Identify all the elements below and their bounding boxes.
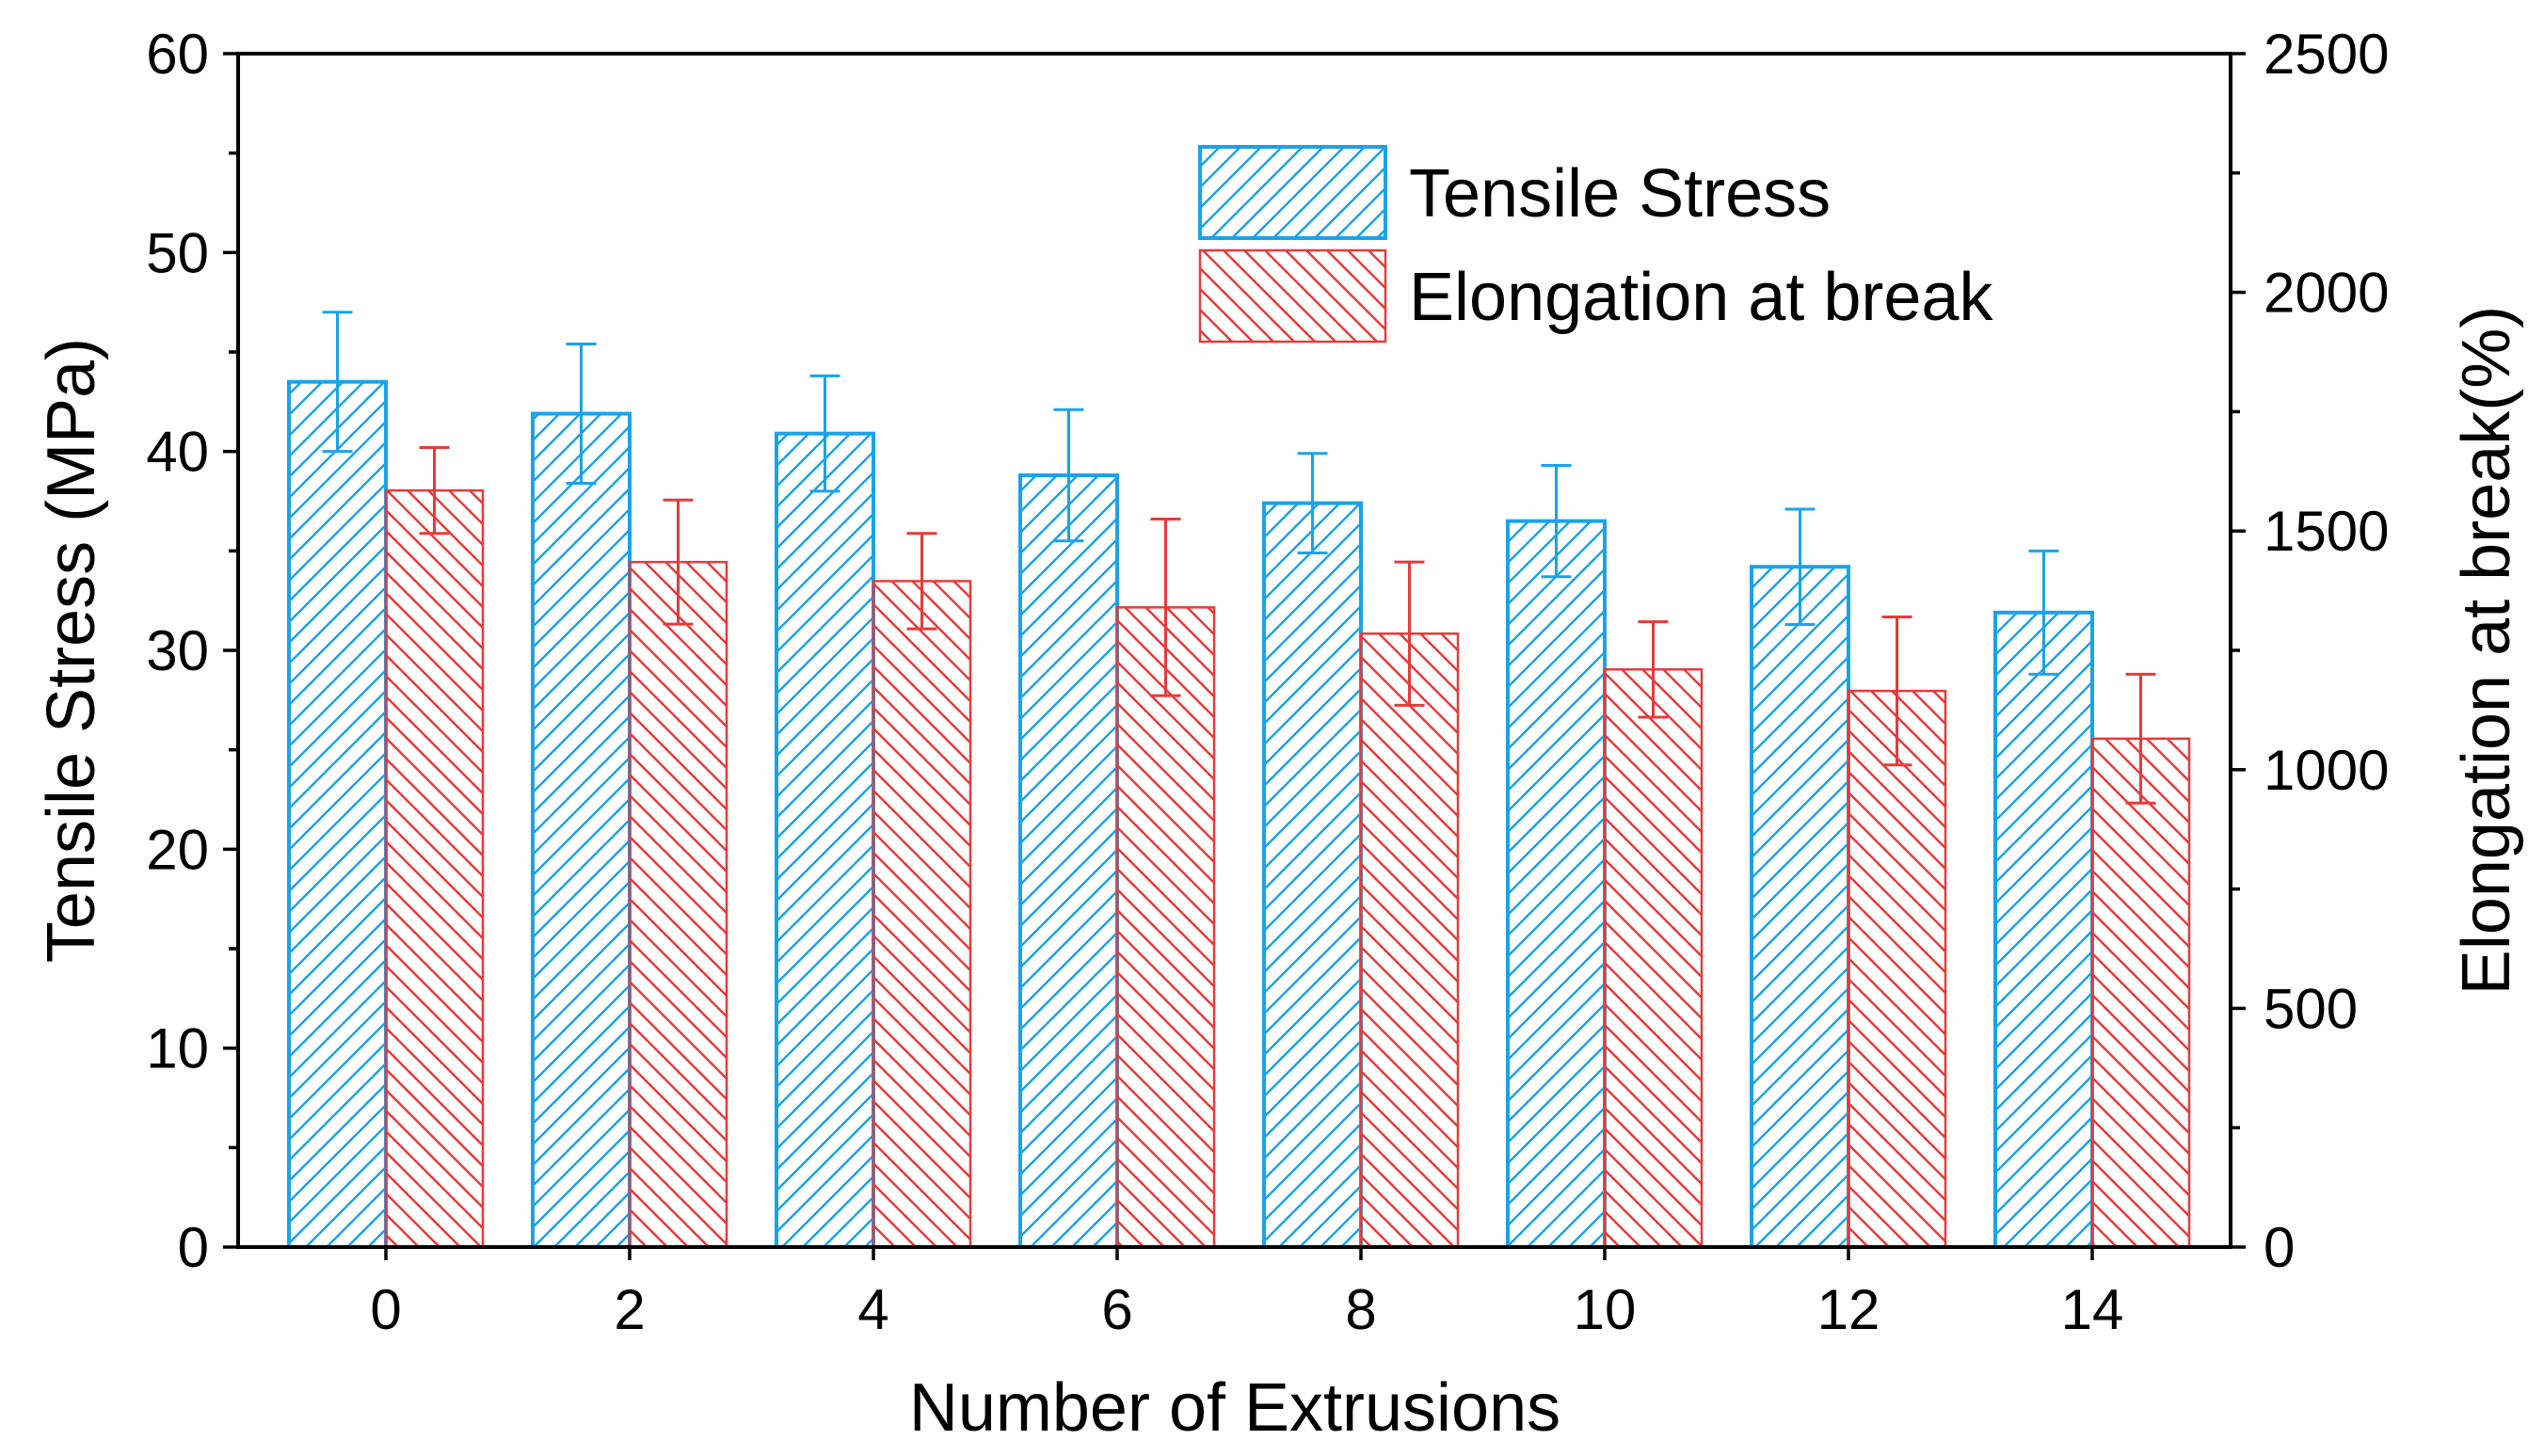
x-tick-label: 6 <box>1101 1278 1132 1341</box>
right-tick-label: 1000 <box>2264 739 2389 802</box>
x-tick-label: 14 <box>2061 1278 2124 1341</box>
bar-elongation <box>1603 668 1704 1249</box>
left-tick-label: 0 <box>178 1216 209 1279</box>
bar-elongation <box>872 580 972 1249</box>
legend: Tensile Stress Elongation at break <box>1198 145 1993 344</box>
right-tick-label: 2000 <box>2264 262 2389 325</box>
left-tick-label: 30 <box>146 619 209 682</box>
left-tick-label: 60 <box>146 23 209 86</box>
legend-label-tensile: Tensile Stress <box>1409 156 1831 232</box>
bar-tensile-stress <box>1018 473 1119 1249</box>
left-axis-title: Tensile Stress (MPa) <box>34 338 109 963</box>
bar-tensile-stress <box>531 411 632 1250</box>
bar-elongation <box>384 488 485 1249</box>
left-tick-label: 50 <box>146 221 209 284</box>
bar-elongation <box>1847 689 1947 1249</box>
left-tick-labels: 0 10 20 30 40 50 60 <box>146 23 209 1279</box>
left-tick-label: 10 <box>146 1017 209 1080</box>
x-tick-label: 8 <box>1345 1278 1376 1341</box>
ticks-layer <box>223 52 2246 1260</box>
bar-elongation <box>1115 606 1216 1249</box>
bar-elongation <box>2090 737 2191 1249</box>
bar-tensile-stress <box>775 431 875 1249</box>
bar-elongation <box>1359 632 1460 1249</box>
x-tick-label: 2 <box>614 1278 645 1341</box>
bars-layer <box>287 311 2191 1250</box>
x-tick-label: 4 <box>857 1278 888 1341</box>
legend-swatch-tensile <box>1198 145 1387 240</box>
right-tick-label: 1500 <box>2264 500 2389 563</box>
x-axis-title: Number of Extrusions <box>909 1370 1560 1446</box>
right-tick-label: 0 <box>2264 1216 2295 1279</box>
bar-tensile-stress <box>1506 519 1607 1249</box>
bar-tensile-stress <box>1750 565 1850 1249</box>
x-tick-labels: 0 2 4 6 8 10 12 14 <box>370 1278 2123 1341</box>
x-tick-label: 0 <box>370 1278 401 1341</box>
bar-tensile-stress <box>1993 610 2094 1249</box>
right-axis-title: Elongation at break(%) <box>2449 306 2524 995</box>
right-tick-label: 500 <box>2264 977 2358 1040</box>
x-tick-label: 10 <box>1574 1278 1637 1341</box>
right-tick-label: 2500 <box>2264 23 2389 86</box>
bar-elongation <box>628 560 728 1249</box>
left-tick-label: 40 <box>146 421 209 484</box>
legend-swatch-elongation <box>1198 248 1387 344</box>
bar-tensile-stress <box>287 379 388 1249</box>
legend-label-elongation: Elongation at break <box>1409 260 1993 335</box>
x-tick-label: 12 <box>1817 1278 1880 1341</box>
left-tick-label: 20 <box>146 818 209 881</box>
bar-tensile-stress <box>1262 501 1363 1249</box>
right-tick-labels: 0 500 1000 1500 2000 2500 <box>2264 23 2389 1279</box>
